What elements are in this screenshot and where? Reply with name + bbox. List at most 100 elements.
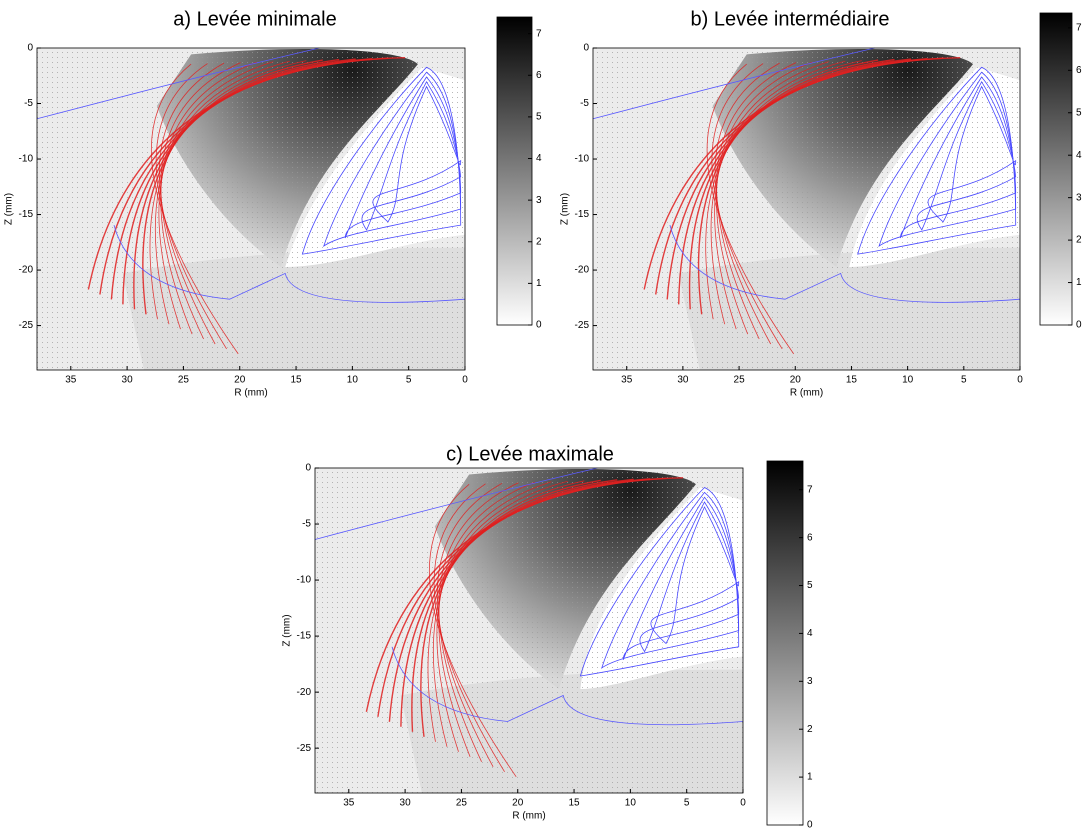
y-tick-label: -20 [575,265,590,276]
y-tick-label: -15 [297,631,312,642]
axes-frame [36,47,466,371]
contour-blue [857,66,1017,255]
streamline-red [714,61,829,330]
x-tick-label: 30 [677,375,689,386]
panel-title: a) Levée minimale [173,8,336,30]
contour-blue [344,76,462,239]
x-tick-label: 0 [1017,375,1023,386]
panel: 35 30 25 20 15 10 5 00-5-10-15-20-25R (mm)Z (mm… [4,8,542,398]
contour-blue [592,47,1021,303]
y-tick-label: -5 [24,98,33,109]
axes-frame [314,467,744,794]
streamline-red [433,483,505,773]
contour-blue [622,496,740,660]
vector-dots [37,48,465,370]
colorbar-tick-label: 2 [536,236,542,247]
colorbar-tick-label: 7 [807,484,813,495]
colorbar-tick-label: 2 [807,724,813,735]
colorbar-tick-label: 6 [807,532,813,543]
x-tick-label: 0 [462,375,468,386]
streamline-red [716,62,797,340]
streamline-red [158,61,274,330]
y-tick-label: -15 [19,209,34,220]
x-tick-label: 20 [512,798,524,809]
colorbar-tick-label: 5 [1076,107,1082,118]
contour-blue [601,491,740,669]
x-tick-label: 10 [625,798,637,809]
streamline-red [714,62,780,345]
y-tick-label: -10 [297,575,312,586]
x-tick-label: 25 [734,375,746,386]
colorbar-tick-label: 3 [536,195,542,206]
streamline-red [432,480,568,747]
contour-blue [878,71,1017,247]
x-tick-label: 5 [684,798,690,809]
streamline-red [716,61,813,335]
x-tick-label: 25 [456,798,468,809]
streamline-red [151,63,239,355]
x-tick-label: 5 [406,375,412,386]
y-axis-label: Z (mm) [4,193,15,225]
x-tick-label: 35 [343,798,355,809]
x-axis-label: R (mm) [512,811,545,822]
streamline-red [705,60,862,320]
contour-blue [36,47,466,303]
y-tick-label: -20 [19,265,34,276]
x-tick-label: 15 [290,375,302,386]
colorbar-tick-label: 4 [807,628,813,639]
colorbar-tick-label: 1 [536,278,542,289]
colorbar-tick-label: 6 [536,70,542,81]
y-axis-label: Z (mm) [282,614,293,646]
y-axis-label: Z (mm) [560,193,571,225]
x-tick-label: 35 [65,375,77,386]
y-tick-label: -25 [19,320,34,331]
contour-blue [579,487,740,677]
streamline-red [427,480,585,742]
y-tick-label: 0 [305,463,311,474]
streamline-red [160,61,258,335]
streamline-red [706,63,795,355]
colorbar [1039,12,1073,326]
x-tick-label: 15 [846,375,858,386]
x-tick-label: 20 [790,375,802,386]
streamline-red [158,62,225,345]
x-tick-label: 30 [122,375,134,386]
colorbar-tick-label: 2 [1076,235,1082,246]
streamline-red [149,60,307,320]
streamline-red [160,62,241,340]
x-tick-label: 10 [902,375,914,386]
contour-blue [314,467,744,726]
x-tick-label: 15 [568,798,580,809]
y-tick-label: 0 [583,43,589,54]
axes-frame [592,47,1021,371]
x-tick-label: 0 [740,798,746,809]
colorbar-tick-label: 5 [536,112,542,123]
panel-title: b) Levée intermédiaire [691,8,890,30]
colorbar-tick-label: 0 [807,820,813,828]
colorbar-tick-label: 4 [1076,150,1082,161]
x-axis-label: R (mm) [790,388,823,399]
streamline-red [710,60,846,325]
x-tick-label: 10 [347,375,359,386]
vector-dots [315,468,743,793]
x-tick-label: 30 [400,798,412,809]
x-tick-label: 35 [621,375,633,386]
streamline-red [711,63,783,350]
contour-blue [323,71,462,247]
x-tick-label: 5 [961,375,967,386]
streamline-red [429,483,517,778]
contour-blue [650,506,740,645]
contour-blue [301,66,462,255]
panel: 35 30 25 20 15 10 5 00-5-10-15-20-25R (mm)Z (mm… [560,8,1082,398]
contour-blue [372,85,462,223]
y-tick-label: -10 [575,154,590,165]
colorbar-tick-label: 3 [807,676,813,687]
y-tick-label: -5 [580,98,589,109]
colorbar-tick-label: 4 [536,153,542,164]
vector-dots [593,48,1020,370]
y-tick-label: -5 [302,519,311,530]
colorbar-tick-label: 6 [1076,65,1082,76]
x-axis-label: R (mm) [234,388,267,399]
streamline-red [154,60,290,325]
